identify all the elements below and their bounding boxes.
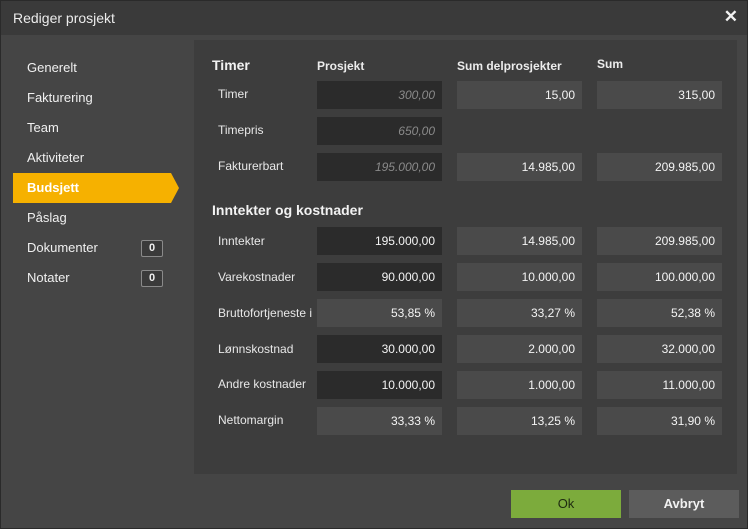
count-badge: 0 xyxy=(141,270,163,287)
row-label-timer: Timer xyxy=(218,87,249,101)
sidebar-item-aktiviteter[interactable]: Aktiviteter xyxy=(13,143,181,173)
sidebar-item-paslag[interactable]: Påslag xyxy=(13,203,181,233)
project-hourly-rate-input[interactable]: 650,00 xyxy=(317,117,442,145)
row-label-inntekter: Inntekter xyxy=(218,234,265,248)
sum-income-value: 209.985,00 xyxy=(597,227,722,255)
sidebar-item-generelt[interactable]: Generelt xyxy=(13,53,181,83)
sidebar-item-label: Notater xyxy=(27,270,70,285)
sub-projects-gross-margin-value: 33,27 % xyxy=(457,299,582,327)
column-header-project: Prosjekt xyxy=(317,59,365,73)
sidebar-item-label: Dokumenter xyxy=(27,240,98,255)
sum-gross-margin-value: 52,38 % xyxy=(597,299,722,327)
sum-salary-cost-value: 32.000,00 xyxy=(597,335,722,363)
project-goods-cost-input[interactable]: 90.000,00 xyxy=(317,263,442,291)
row-label-lonnskostnad: Lønnskostnad xyxy=(218,342,294,356)
count-badge: 0 xyxy=(141,240,163,257)
sidebar-item-label: Team xyxy=(27,120,59,135)
sidebar-item-label: Budsjett xyxy=(27,180,79,195)
row-label-andre-kostnader: Andre kostnader xyxy=(218,377,307,391)
sub-projects-billable-value: 14.985,00 xyxy=(457,153,582,181)
ok-button[interactable]: Ok xyxy=(511,490,621,518)
row-label-fakturerbart: Fakturerbart xyxy=(218,159,284,173)
sub-projects-goods-cost-value: 10.000,00 xyxy=(457,263,582,291)
section-title-timer: Timer xyxy=(212,57,250,73)
sub-projects-salary-cost-value: 2.000,00 xyxy=(457,335,582,363)
cancel-button[interactable]: Avbryt xyxy=(629,490,739,518)
sidebar-item-team[interactable]: Team xyxy=(13,113,181,143)
row-label-timepris: Timepris xyxy=(218,123,264,137)
project-other-cost-input[interactable]: 10.000,00 xyxy=(317,371,442,399)
sidebar-item-label: Aktiviteter xyxy=(27,150,85,165)
column-header-sum: Sum xyxy=(597,57,624,71)
sub-projects-income-value: 14.985,00 xyxy=(457,227,582,255)
title-bar: Rediger prosjekt ✕ xyxy=(1,1,747,35)
row-label-bruttofortjeneste: Bruttofortjeneste i % xyxy=(218,306,314,320)
project-salary-cost-input[interactable]: 30.000,00 xyxy=(317,335,442,363)
project-income-input[interactable]: 195.000,00 xyxy=(317,227,442,255)
sum-goods-cost-value: 100.000,00 xyxy=(597,263,722,291)
sub-projects-net-margin-value: 13,25 % xyxy=(457,407,582,435)
project-billable-input[interactable]: 195.000,00 xyxy=(317,153,442,181)
sum-hours-value: 315,00 xyxy=(597,81,722,109)
column-header-sub-projects: Sum delprosjekter xyxy=(457,59,562,73)
sidebar-item-label: Påslag xyxy=(27,210,67,225)
sidebar-item-label: Generelt xyxy=(27,60,77,75)
close-icon[interactable]: ✕ xyxy=(723,7,738,26)
sidebar-item-label: Fakturering xyxy=(27,90,93,105)
sidebar-item-notater[interactable]: Notater 0 xyxy=(13,263,181,293)
budget-panel: Timer Prosjekt Sum delprosjekter Sum Tim… xyxy=(194,40,737,474)
project-gross-margin-value: 53,85 % xyxy=(317,299,442,327)
sum-billable-value: 209.985,00 xyxy=(597,153,722,181)
sum-net-margin-value: 31,90 % xyxy=(597,407,722,435)
sub-projects-other-cost-value: 1.000,00 xyxy=(457,371,582,399)
section-title-income-costs: Inntekter og kostnader xyxy=(212,202,363,218)
sidebar-item-dokumenter[interactable]: Dokumenter 0 xyxy=(13,233,181,263)
sum-other-cost-value: 11.000,00 xyxy=(597,371,722,399)
dialog-title: Rediger prosjekt xyxy=(13,10,115,26)
row-label-varekostnader: Varekostnader xyxy=(218,270,296,284)
project-net-margin-value: 33,33 % xyxy=(317,407,442,435)
sub-projects-hours-value: 15,00 xyxy=(457,81,582,109)
sidebar-nav: Generelt Fakturering Team Aktiviteter Bu… xyxy=(13,53,181,293)
sidebar-item-budsjett[interactable]: Budsjett xyxy=(13,173,179,203)
row-label-nettomargin: Nettomargin xyxy=(218,413,284,427)
project-hours-input[interactable]: 300,00 xyxy=(317,81,442,109)
sidebar-item-fakturering[interactable]: Fakturering xyxy=(13,83,181,113)
